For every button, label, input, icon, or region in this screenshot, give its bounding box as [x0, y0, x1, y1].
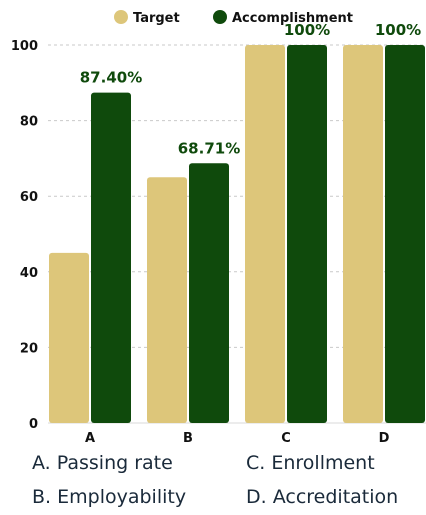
x-tick-label-c: C	[281, 431, 291, 446]
bar-accomplishment-a	[91, 92, 131, 424]
y-tick-label-100: 100	[11, 39, 38, 54]
note-b: B. Employability	[32, 486, 187, 508]
y-tick-label-40: 40	[20, 266, 38, 281]
legend-label-accomplishment: Accomplishment	[232, 11, 353, 26]
legend-marker-accomplishment	[213, 10, 227, 24]
legend-label-target: Target	[133, 11, 180, 26]
note-a: A. Passing rate	[32, 452, 173, 474]
legend-marker-target	[114, 10, 128, 24]
bar-target-a	[49, 252, 89, 423]
y-tick-label-20: 20	[20, 341, 38, 356]
data-label-d: 100%	[375, 21, 421, 39]
data-label-a: 87.40%	[80, 69, 142, 87]
note-c: C. Enrollment	[246, 452, 375, 474]
bar-target-b	[147, 177, 187, 423]
x-tick-label-d: D	[379, 431, 390, 446]
bar-accomplishment-c	[287, 45, 327, 423]
y-tick-label-60: 60	[20, 190, 38, 205]
bar-accomplishment-b	[189, 163, 229, 424]
bar-accomplishment-d	[385, 45, 425, 423]
y-tick-label-80: 80	[20, 115, 38, 130]
x-tick-label-b: B	[183, 431, 193, 446]
bar-target-c	[245, 45, 285, 423]
data-label-b: 68.71%	[178, 139, 240, 157]
note-d: D. Accreditation	[246, 486, 399, 508]
bar-chart: 0 20 40 60 80 100 87.40% A 68.71% B 100% C 100% D Targ…	[11, 10, 426, 446]
data-label-c: 100%	[284, 21, 330, 39]
bar-target-d	[343, 45, 383, 423]
y-tick-label-0: 0	[29, 417, 38, 432]
x-tick-label-a: A	[85, 431, 95, 446]
